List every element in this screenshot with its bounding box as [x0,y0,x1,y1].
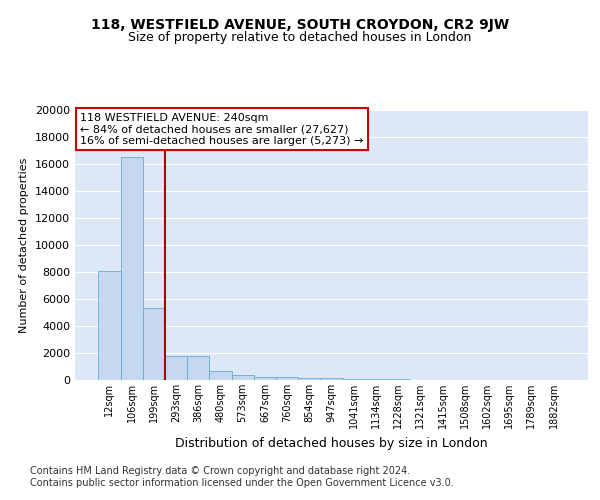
Text: Contains HM Land Registry data © Crown copyright and database right 2024.
Contai: Contains HM Land Registry data © Crown c… [30,466,454,487]
Bar [143,308,165,380]
Bar [254,376,276,380]
Bar [298,378,320,380]
Bar [232,376,254,380]
Bar [121,157,143,380]
X-axis label: Distribution of detached houses by size in London: Distribution of detached houses by size … [175,436,488,450]
Bar [365,379,387,380]
Text: Size of property relative to detached houses in London: Size of property relative to detached ho… [128,31,472,44]
Bar [343,378,365,380]
Text: 118 WESTFIELD AVENUE: 240sqm
← 84% of detached houses are smaller (27,627)
16% o: 118 WESTFIELD AVENUE: 240sqm ← 84% of de… [80,112,364,146]
Text: 118, WESTFIELD AVENUE, SOUTH CROYDON, CR2 9JW: 118, WESTFIELD AVENUE, SOUTH CROYDON, CR… [91,18,509,32]
Bar [187,356,209,380]
Bar [276,378,298,380]
Y-axis label: Number of detached properties: Number of detached properties [19,158,29,332]
Bar [165,356,187,380]
Bar [320,378,343,380]
Bar [98,270,121,380]
Bar [209,370,232,380]
